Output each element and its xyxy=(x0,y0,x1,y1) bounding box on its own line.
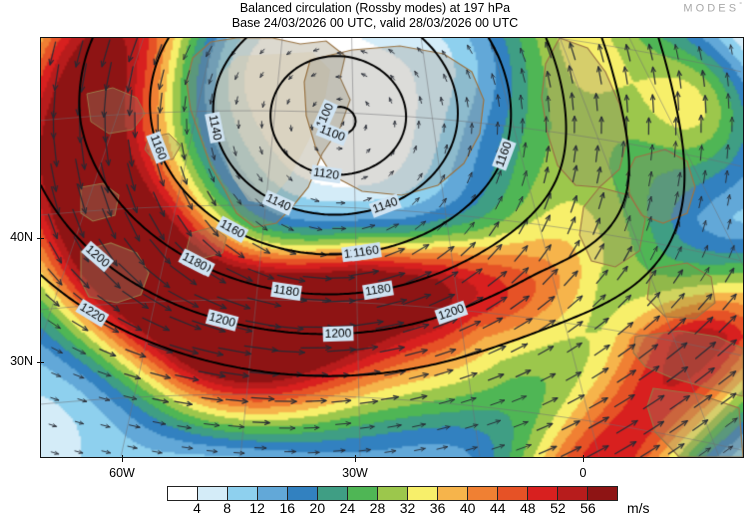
colorbar-cell xyxy=(528,487,558,500)
colorbar-tick-label: 24 xyxy=(339,500,356,516)
brand-text: MODES xyxy=(683,2,740,15)
colorbar-cell xyxy=(198,487,228,500)
colorbar-cell xyxy=(318,487,348,500)
colorbar-cell xyxy=(378,487,408,500)
colorbar-tick-label: 48 xyxy=(520,500,536,516)
colorbar-tick-label: 36 xyxy=(429,500,446,516)
colorbar-tick-label: 12 xyxy=(249,500,265,516)
weather-map-canvas[interactable] xyxy=(41,38,743,457)
chart-subtitle: Base 24/03/2026 00 UTC, valid 28/03/2026… xyxy=(231,16,519,30)
colorbar-cell xyxy=(498,487,528,500)
x-axis-tick xyxy=(583,455,585,462)
y-axis-tick xyxy=(37,238,44,240)
colorbar-cell xyxy=(438,487,468,500)
colorbar-tick-label: 40 xyxy=(459,500,476,516)
colorbar-units: m/s xyxy=(627,500,650,516)
x-axis-label: 0 xyxy=(579,466,587,480)
colorbar-cell xyxy=(408,487,438,500)
colorbar-cell xyxy=(588,487,617,500)
colorbar-cell xyxy=(228,487,258,500)
colorbar-tick-label: 44 xyxy=(489,500,506,516)
brand-mark: ° xyxy=(739,2,742,9)
x-axis-label: 60W xyxy=(109,466,135,480)
colorbar-cell xyxy=(258,487,288,500)
colorbar-tick-label: 32 xyxy=(399,500,416,516)
colorbar-cell xyxy=(468,487,498,500)
colorbar-cell xyxy=(348,487,378,500)
modes-logo: MODES° xyxy=(683,2,742,15)
colorbar-cell xyxy=(558,487,588,500)
colorbar[interactable] xyxy=(167,486,618,501)
x-axis-tick xyxy=(355,455,357,462)
colorbar-tick-label: 4 xyxy=(193,500,201,516)
map-plot-area[interactable] xyxy=(40,37,744,458)
colorbar-cell xyxy=(288,487,318,500)
x-axis-tick xyxy=(122,455,124,462)
y-axis-label: 30N xyxy=(10,354,33,368)
colorbar-tick-label: 8 xyxy=(223,500,232,516)
page-title: Balanced circulation (Rossby modes) at 1… xyxy=(239,1,511,15)
colorbar-tick-label: 20 xyxy=(309,500,326,516)
x-axis-label: 30W xyxy=(342,466,368,480)
colorbar-tick-label: 28 xyxy=(369,500,386,516)
colorbar-tick-label: 56 xyxy=(580,500,596,516)
colorbar-tick-label: 52 xyxy=(550,500,566,516)
colorbar-tick-label: 16 xyxy=(279,500,296,516)
y-axis-label: 40N xyxy=(10,230,33,244)
chart-title-block: Balanced circulation (Rossby modes) at 1… xyxy=(0,0,750,31)
y-axis-tick xyxy=(37,362,44,364)
colorbar-cell xyxy=(168,487,198,500)
